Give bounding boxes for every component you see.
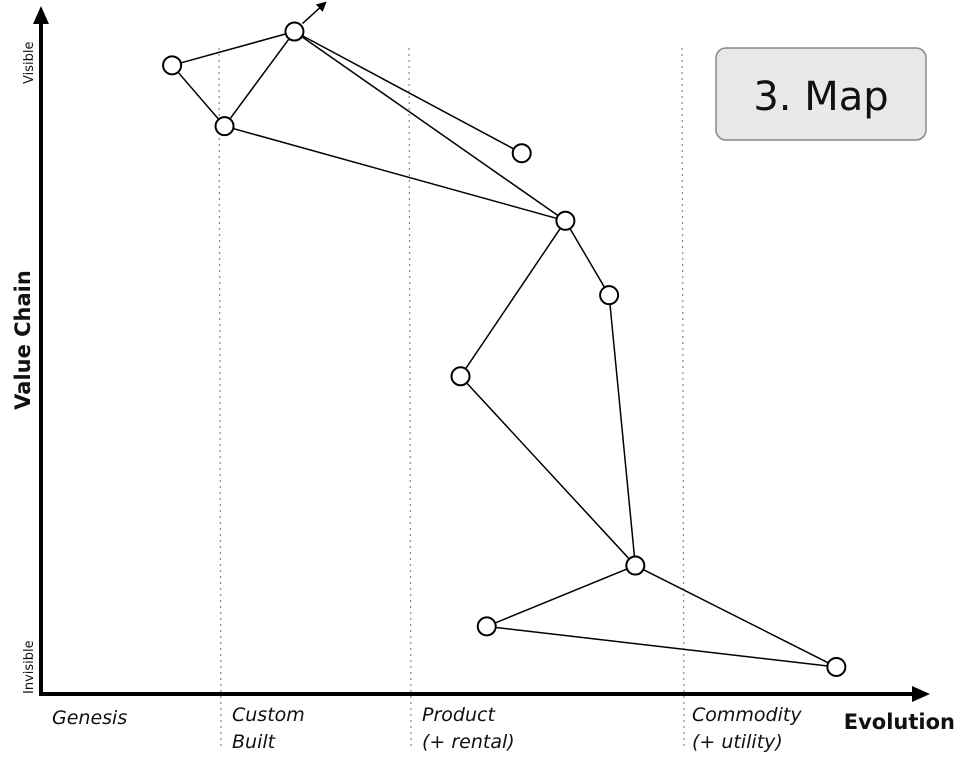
stage-product-line-1: Product — [422, 704, 496, 726]
movement-layer — [301, 1, 327, 25]
map-node-n9 — [476, 616, 497, 637]
map-link-n6-n8 — [608, 295, 637, 566]
x-axis-title: Evolution — [844, 710, 955, 734]
map-link-n3-n5 — [224, 125, 566, 222]
map-node-n4 — [511, 143, 532, 164]
map-node-n1 — [162, 55, 183, 76]
divider-product — [408, 47, 412, 747]
map-node-n8 — [625, 555, 646, 576]
map-node-n3 — [214, 116, 235, 137]
map-link-n1-n3 — [171, 64, 226, 127]
y-bottom-label: Invisible — [22, 640, 37, 694]
axes — [33, 6, 930, 702]
nodes-layer — [162, 21, 847, 677]
stage-product: Product (+ rental) — [422, 704, 515, 753]
stage-dividers — [218, 47, 685, 747]
map-link-n7-n8 — [459, 375, 636, 567]
links-layer — [171, 30, 837, 668]
stage-custom-line-1: Custom — [232, 704, 305, 726]
title-box: 3. Map — [715, 47, 927, 141]
y-axis-title: Value Chain — [11, 270, 35, 410]
movement-arrow — [301, 1, 327, 25]
stage-custom-built: Custom Built — [232, 704, 311, 753]
map-link-n2-n5 — [294, 30, 566, 222]
stage-commodity-line-1: Commodity — [692, 704, 802, 726]
stage-commodity-line-2: (+ utility) — [692, 731, 783, 753]
y-top-label: Visible — [22, 42, 37, 84]
stage-product-line-2: (+ rental) — [422, 731, 515, 753]
stage-genesis-line-1: Genesis — [52, 707, 127, 729]
map-node-n7 — [450, 366, 471, 387]
stage-custom-line-2: Built — [232, 731, 277, 753]
map-node-n2 — [284, 21, 305, 42]
stage-commodity: Commodity (+ utility) — [692, 704, 808, 753]
map-link-n9-n10 — [486, 625, 837, 668]
map-link-n1-n2 — [171, 30, 295, 67]
map-link-n8-n9 — [486, 564, 636, 628]
divider-commodity — [681, 47, 685, 747]
map-title: 3. Map — [753, 74, 888, 120]
map-link-n2-n4 — [294, 30, 523, 154]
y-axis-arrowhead — [33, 6, 49, 24]
map-link-n8-n10 — [634, 564, 837, 668]
map-node-n10 — [826, 656, 847, 677]
map-link-n5-n6 — [564, 220, 610, 296]
map-node-n6 — [599, 285, 620, 306]
x-axis-arrowhead — [912, 686, 930, 702]
map-node-n5 — [555, 210, 576, 231]
divider-custom — [218, 47, 222, 747]
map-link-n2-n3 — [223, 31, 296, 127]
stage-genesis: Genesis — [52, 707, 127, 729]
map-link-n5-n7 — [459, 220, 567, 377]
